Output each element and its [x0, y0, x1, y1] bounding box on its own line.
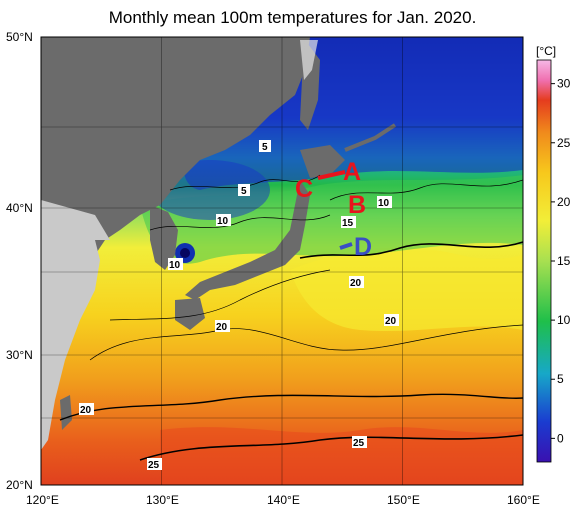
- contour-label: 5: [262, 142, 268, 153]
- colorbar-unit: [°C]: [536, 44, 556, 58]
- map-frame: [40, 36, 524, 486]
- graticule: [41, 37, 523, 485]
- contour-label: 5: [241, 186, 247, 197]
- contour-label: 20: [350, 278, 362, 289]
- contour-label: 10: [169, 260, 181, 271]
- lat-tick: 40°N: [6, 201, 33, 215]
- contour-label: 25: [353, 438, 365, 449]
- lon-tick: 140°E: [267, 493, 300, 507]
- map-title: Monthly mean 100m temperatures for Jan. …: [108, 8, 477, 27]
- latitude-ticks: 50°N 40°N 30°N 20°N: [6, 30, 33, 492]
- colorbar: [°C] 30 25 20 15 10 5 0: [536, 44, 571, 463]
- contour-labels: 5 5 10 10 10 15 20 20 20 20 25 25: [79, 140, 399, 471]
- contour-label: 10: [378, 198, 390, 209]
- colorbar-tick-label: 0: [557, 431, 564, 445]
- region-label-d: D: [354, 233, 372, 261]
- contour-label: 15: [342, 218, 354, 229]
- lat-tick: 20°N: [6, 478, 33, 492]
- lat-tick: 50°N: [6, 30, 33, 44]
- colorbar-tick-label: 30: [557, 77, 571, 91]
- contour-label: 20: [80, 405, 92, 416]
- lat-tick: 30°N: [6, 348, 33, 362]
- lon-tick: 160°E: [507, 493, 540, 507]
- lon-tick: 120°E: [26, 493, 59, 507]
- lon-tick: 150°E: [387, 493, 420, 507]
- region-markers: A B C D: [295, 158, 372, 261]
- contour-label: 20: [216, 322, 228, 333]
- land: [41, 37, 397, 450]
- region-label-c: C: [295, 175, 313, 203]
- longitude-ticks: 120°E 130°E 140°E 150°E 160°E: [26, 493, 540, 507]
- lon-tick: 130°E: [146, 493, 179, 507]
- colorbar-tick-label: 25: [557, 136, 571, 150]
- contour-label: 25: [148, 460, 160, 471]
- region-label-a: A: [343, 158, 361, 186]
- colorbar-tick-label: 10: [557, 313, 571, 327]
- contour-label: 20: [385, 316, 397, 327]
- contour-label: 10: [217, 216, 229, 227]
- colorbar-scale: [536, 59, 552, 463]
- colorbar-tick-label: 15: [557, 254, 571, 268]
- colorbar-tick-label: 5: [557, 372, 564, 386]
- region-label-b: B: [348, 191, 366, 219]
- colorbar-tick-label: 20: [557, 195, 571, 209]
- contour-lines: [59, 174, 523, 461]
